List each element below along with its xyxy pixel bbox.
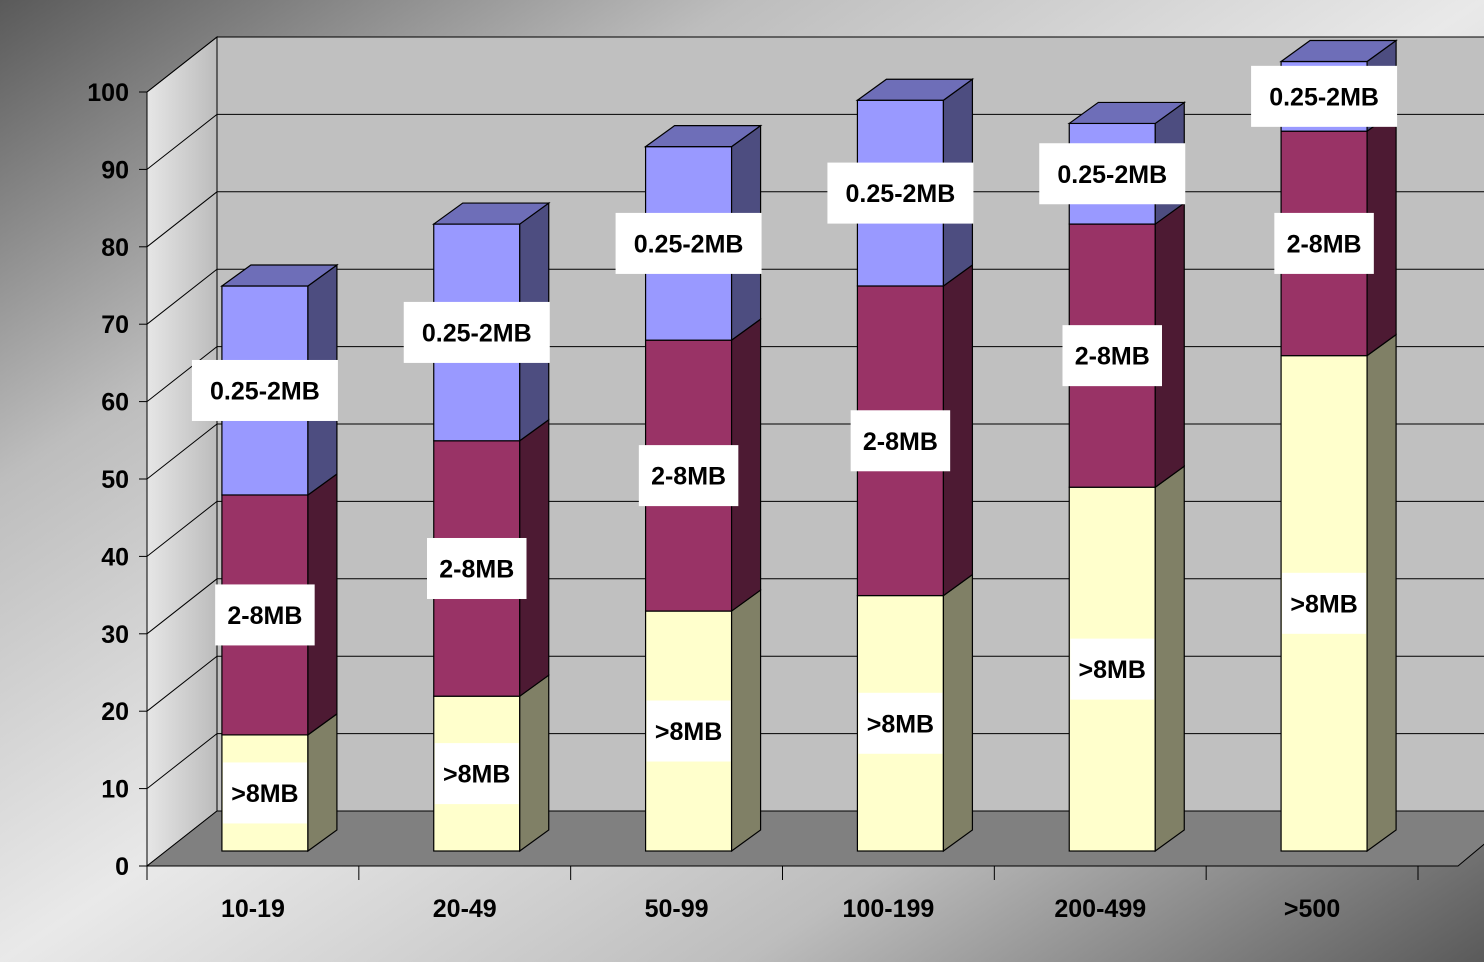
y-tick-label: 10 [101,776,129,804]
bar-top [643,125,763,148]
data-label-box [1282,572,1367,634]
x-tick-label: 100-199 [843,895,935,923]
y-tick-label: 40 [101,543,129,571]
data-label-box [850,410,951,472]
gridline [146,36,1484,93]
bar-top [431,202,551,225]
data-label: >8MB [867,710,934,738]
bar-side [307,712,338,853]
data-label: 2-8MB [651,463,726,491]
data-label: >8MB [1290,590,1357,618]
bar-side [942,573,974,853]
y-tick-label: 80 [101,234,129,262]
y-tick-label: 20 [101,698,129,726]
y-tick-label: 90 [101,156,129,184]
data-label: 0.25-2MB [634,230,744,258]
x-tick-label: 20-49 [433,895,497,923]
bar-side [519,674,550,853]
y-tick-label: 100 [87,79,129,107]
x-tick-label: >500 [1284,895,1340,923]
x-tick-label: 50-99 [645,895,709,923]
data-label: 0.25-2MB [846,180,956,208]
data-label-box [427,537,527,599]
bar-top [1067,101,1187,125]
data-label: 2-8MB [227,602,302,630]
bar-top [220,264,339,287]
y-tick-label: 70 [101,311,129,339]
data-label: >8MB [443,761,510,789]
y-tick-label: 60 [101,389,129,417]
data-label: >8MB [655,718,722,746]
data-label: 0.25-2MB [1057,161,1167,189]
data-label-box [215,584,315,646]
data-label: 0.25-2MB [210,377,320,405]
data-label: 2-8MB [1287,230,1362,258]
x-tick-label: 10-19 [221,895,285,923]
data-label-box [615,212,762,274]
data-label: >8MB [1079,656,1146,684]
data-label-box [858,692,943,754]
data-label-box [1062,325,1162,387]
data-label-box [434,743,519,805]
data-label-box [646,700,731,762]
data-label-box [191,359,338,421]
data-label-box [403,301,550,363]
bar-side [1366,333,1397,853]
data-label-box [1070,638,1155,700]
data-label: 2-8MB [1075,343,1150,371]
data-label-box [1039,143,1186,205]
bar-side [1154,465,1185,853]
bar-top [1279,39,1398,63]
data-label: 2-8MB [863,428,938,456]
x-tick-label: 200-499 [1054,895,1146,923]
bar-top [855,78,975,101]
y-tick-label: 30 [101,621,129,649]
y-tick-label: 50 [101,466,129,494]
y-tick-label: 0 [115,853,129,881]
data-label-box [1251,65,1398,127]
data-label: >8MB [231,780,298,808]
data-label-box [827,162,974,224]
data-label: 0.25-2MB [1269,83,1379,111]
bar-side [730,588,762,853]
data-label-box [1274,212,1374,274]
data-label: 0.25-2MB [422,319,532,347]
data-label-box [222,762,307,824]
data-label: 2-8MB [439,555,514,583]
data-label-box [638,445,739,507]
